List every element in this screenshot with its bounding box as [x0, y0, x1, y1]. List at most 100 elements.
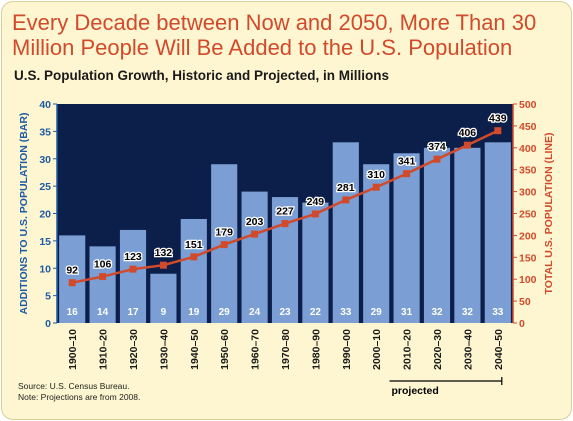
left-tick-label-6: 30 [39, 154, 51, 166]
line-value-label-2: 123 [124, 251, 142, 263]
left-tick-label-3: 15 [39, 236, 51, 248]
right-tick-label-5: 250 [519, 209, 537, 221]
bar-value-label-1: 14 [97, 307, 109, 318]
x-tick-label-0: 1900–10 [67, 329, 79, 370]
x-tick-label-14: 2040–50 [493, 329, 505, 370]
bar-value-label-2: 17 [127, 307, 139, 318]
left-tick-label-2: 10 [39, 263, 51, 275]
line-value-label-0: 92 [66, 265, 78, 277]
bar-value-label-5: 29 [219, 307, 231, 318]
bar-value-label-10: 29 [371, 307, 383, 318]
chart-title: Every Decade between Now and 2050, More … [12, 10, 537, 60]
right-tick-label-8: 400 [519, 143, 537, 155]
bar-3 [150, 273, 177, 323]
x-tick-label-4: 1940–50 [189, 329, 201, 370]
bar-2 [119, 229, 147, 323]
line-point-0 [68, 279, 76, 287]
line-point-13 [463, 141, 471, 149]
projection-note: Note: Projections are from 2008. [18, 392, 141, 402]
bar-8 [302, 202, 329, 323]
line-value-label-12: 374 [428, 141, 446, 153]
right-tick-label-9: 450 [519, 121, 537, 133]
right-tick-label-7: 350 [519, 165, 537, 177]
x-tick-label-7: 1970–80 [280, 329, 292, 370]
right-tick-label-2: 100 [519, 274, 537, 286]
line-value-label-8: 249 [307, 196, 325, 208]
line-value-label-10: 310 [367, 169, 385, 181]
bar-4 [180, 218, 207, 323]
left-axis-title: ADDITIONS TO U.S. POPULATION (BAR) [18, 112, 30, 314]
line-value-label-11: 341 [398, 156, 416, 168]
line-value-label-3: 132 [155, 247, 173, 259]
right-tick-label-10: 500 [519, 99, 537, 111]
left-tick-label-4: 20 [39, 209, 51, 221]
x-tick-label-13: 2030–40 [462, 329, 474, 370]
line-point-2 [129, 265, 137, 273]
line-value-label-13: 406 [459, 127, 477, 139]
line-value-label-4: 151 [185, 239, 203, 251]
bar-14 [484, 142, 511, 323]
line-value-label-1: 106 [94, 259, 112, 271]
bar-value-label-7: 23 [279, 307, 291, 318]
bar-9 [332, 142, 359, 323]
x-tick-label-5: 1950–60 [219, 329, 231, 370]
line-point-11 [403, 170, 411, 178]
left-tick-label-8: 40 [39, 99, 51, 111]
x-tick-label-12: 2020–30 [432, 329, 444, 370]
bar-value-label-4: 19 [188, 307, 200, 318]
right-axis-title: TOTAL U.S. POPULATION (LINE) [543, 133, 555, 295]
line-value-label-9: 281 [337, 182, 355, 194]
right-tick-label-3: 150 [519, 252, 537, 264]
bar-value-label-14: 33 [492, 307, 504, 318]
line-value-label-7: 227 [276, 206, 294, 218]
bar-13 [454, 147, 481, 323]
bar-value-label-8: 22 [310, 307, 322, 318]
bar-1 [89, 246, 116, 323]
x-tick-label-9: 1990–00 [341, 329, 353, 370]
x-tick-label-1: 1910–20 [98, 329, 110, 370]
footnote: Source: U.S. Census Bureau. Note: Projec… [18, 381, 140, 403]
line-value-label-6: 203 [246, 216, 264, 228]
right-tick-label-4: 200 [519, 230, 537, 242]
line-value-label-14: 439 [489, 113, 507, 125]
right-tick-label-6: 300 [519, 187, 537, 199]
line-point-1 [99, 273, 107, 281]
x-tick-label-10: 2000–10 [371, 329, 383, 370]
bar-value-label-9: 33 [340, 307, 352, 318]
line-point-12 [433, 155, 441, 163]
line-point-9 [342, 196, 350, 204]
source-note: Source: U.S. Census Bureau. [18, 381, 130, 391]
left-tick-label-5: 25 [39, 181, 51, 193]
x-tick-label-11: 2010–20 [402, 329, 414, 370]
bar-11 [393, 153, 420, 323]
bar-6 [241, 191, 268, 323]
line-point-6 [251, 230, 259, 238]
x-tick-label-3: 1930–40 [158, 329, 170, 370]
bar-value-label-11: 31 [401, 307, 413, 318]
bar-value-label-13: 32 [462, 307, 474, 318]
left-tick-label-7: 35 [39, 126, 51, 138]
line-point-5 [220, 241, 228, 249]
chart-subtitle: U.S. Population Growth, Historic and Pro… [14, 68, 390, 83]
bar-7 [271, 197, 299, 323]
right-tick-label-0: 0 [519, 318, 525, 330]
line-value-label-5: 179 [215, 227, 233, 239]
projected-label: projected [392, 385, 439, 397]
bar-12 [423, 147, 451, 323]
x-tick-label-8: 1980–90 [310, 329, 322, 370]
line-point-4 [190, 253, 198, 261]
bar-value-label-6: 24 [249, 307, 261, 318]
right-tick-label-1: 50 [519, 296, 531, 308]
line-point-14 [494, 127, 502, 135]
x-tick-label-6: 1960–70 [250, 329, 262, 370]
bar-value-label-12: 32 [431, 307, 443, 318]
bar-value-label-0: 16 [67, 307, 79, 318]
line-point-7 [281, 220, 289, 228]
left-tick-label-1: 5 [45, 291, 51, 303]
line-point-10 [372, 183, 380, 191]
bar-0 [59, 235, 86, 323]
line-point-3 [159, 261, 167, 269]
bar-value-label-3: 9 [161, 307, 167, 318]
line-point-8 [311, 210, 319, 218]
